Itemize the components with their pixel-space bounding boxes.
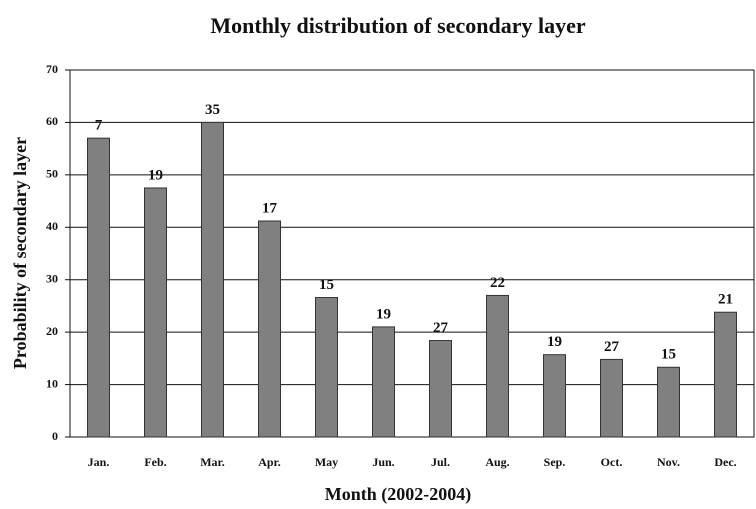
x-tick-label: Dec. bbox=[714, 455, 736, 469]
x-tick-label: Mar. bbox=[200, 455, 225, 469]
bar bbox=[372, 326, 395, 438]
bar bbox=[543, 354, 566, 438]
bar bbox=[657, 366, 680, 438]
x-tick-label: Jun. bbox=[372, 455, 394, 469]
x-tick-label: Jan. bbox=[88, 455, 110, 469]
y-tick-label: 60 bbox=[46, 114, 58, 128]
bar bbox=[87, 137, 110, 438]
bar-annotation: 27 bbox=[433, 320, 449, 336]
y-tick-label: 50 bbox=[46, 167, 58, 181]
bar-annotation: 19 bbox=[148, 167, 163, 183]
y-tick-label: 20 bbox=[46, 324, 58, 338]
x-tick-label: Feb. bbox=[144, 455, 166, 469]
bar-annotation: 27 bbox=[604, 339, 620, 355]
bar-annotation: 21 bbox=[718, 292, 733, 308]
bar bbox=[144, 187, 167, 438]
bar-annotation: 7 bbox=[95, 118, 103, 134]
y-tick-label: 30 bbox=[46, 271, 58, 285]
x-tick-label: Jul. bbox=[431, 455, 450, 469]
y-tick-label: 0 bbox=[52, 429, 58, 443]
bar bbox=[486, 294, 509, 438]
x-axis-label: Month (2002-2004) bbox=[325, 484, 472, 505]
bar-annotation: 19 bbox=[547, 334, 562, 350]
x-tick-label: Nov. bbox=[657, 455, 680, 469]
bar bbox=[714, 311, 737, 438]
bar bbox=[429, 340, 452, 438]
bar-annotation: 17 bbox=[262, 200, 278, 216]
bar-annotation: 15 bbox=[661, 347, 676, 363]
bar bbox=[258, 220, 281, 438]
chart-title: Monthly distribution of secondary layer bbox=[210, 13, 585, 38]
x-tick-label: Apr. bbox=[258, 455, 281, 469]
bar bbox=[315, 297, 338, 438]
y-tick-label: 40 bbox=[46, 219, 58, 233]
x-tick-label: Oct. bbox=[601, 455, 623, 469]
bar-annotation: 19 bbox=[376, 306, 391, 322]
x-tick-label: May bbox=[315, 455, 338, 469]
bar bbox=[201, 121, 224, 438]
x-tick-label: Aug. bbox=[485, 455, 509, 469]
bar bbox=[600, 358, 623, 438]
x-tick-label: Sep. bbox=[544, 455, 566, 469]
bar-annotation: 22 bbox=[490, 275, 505, 291]
y-tick-label: 10 bbox=[46, 376, 58, 390]
plot-border bbox=[69, 69, 755, 438]
bar-annotation: 15 bbox=[319, 277, 334, 293]
y-tick-label: 70 bbox=[46, 62, 58, 76]
y-axis-label: Probability of secondary layer bbox=[10, 137, 30, 369]
bar-annotation: 35 bbox=[205, 102, 220, 118]
